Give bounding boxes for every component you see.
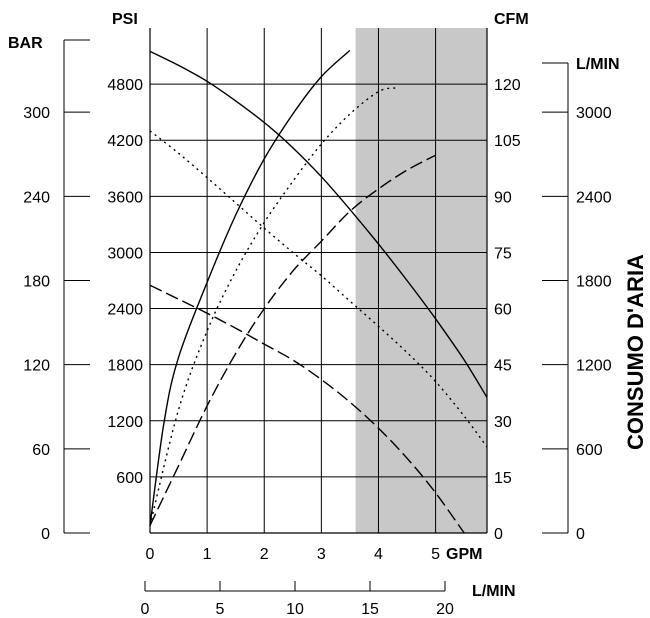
lmin-bottom-tick-label: 10: [286, 601, 304, 618]
lmin-bottom-tick-label: 0: [141, 601, 150, 618]
cfm-tick-label: 45: [494, 358, 512, 375]
psi-tick-label: 2400: [107, 302, 143, 319]
cfm-tick-label: 90: [494, 189, 512, 206]
cfm-tick-label: 75: [494, 245, 512, 262]
series-line-cfm-solid: [149, 49, 351, 526]
cfm-tick-label: 0: [494, 526, 503, 543]
cfm-tick-label: 105: [494, 133, 521, 150]
series-line-cfm-dashed: [149, 154, 436, 526]
lmin-bottom-tick-label: 15: [361, 601, 379, 618]
gpm-tick-label: 0: [146, 546, 155, 563]
psi-tick-label: 4200: [107, 133, 143, 150]
lmin-right-tick-label: 1200: [576, 358, 612, 375]
cfm-tick-label: 30: [494, 414, 512, 431]
shaded-region: [355, 28, 487, 533]
lmin-bottom-tick-label: 20: [436, 601, 454, 618]
series-line-psi-dotted: [149, 130, 488, 448]
psi-unit-label: PSI: [112, 11, 138, 28]
lmin-bottom-tick-label: 5: [216, 601, 225, 618]
cfm-unit-label: CFM: [494, 11, 529, 28]
axes: [63, 28, 569, 592]
psi-tick-label: 3000: [107, 245, 143, 262]
grid: [150, 28, 487, 533]
lmin-right-tick-label: 1800: [576, 274, 612, 291]
gpm-tick-label: 1: [203, 546, 212, 563]
gpm-tick-label: 2: [260, 546, 269, 563]
bar-tick-label: 240: [23, 189, 50, 206]
bar-tick-label: 60: [32, 442, 50, 459]
psi-tick-label: 600: [116, 470, 143, 487]
bar-tick-label: 120: [23, 358, 50, 375]
lmin-right-tick-label: 3000: [576, 105, 612, 122]
series-line-cfm-dotted: [149, 87, 396, 526]
lmin-right-tick-label: 600: [576, 442, 603, 459]
bar-tick-label: 300: [23, 105, 50, 122]
lmin-bottom-unit-label: L/MIN: [472, 583, 516, 600]
lmin-right-tick-label: 2400: [576, 189, 612, 206]
curves: [149, 49, 488, 534]
bar-unit-label: BAR: [8, 35, 43, 52]
psi-tick-label: 1800: [107, 358, 143, 375]
gpm-tick-label: 5: [431, 546, 440, 563]
lmin-right-tick-label: 0: [576, 526, 585, 543]
bar-tick-label: 180: [23, 274, 50, 291]
cfm-tick-label: 120: [494, 77, 521, 94]
psi-tick-label: 1200: [107, 414, 143, 431]
series-line-psi-solid: [149, 50, 488, 398]
cfm-tick-label: 15: [494, 470, 512, 487]
gpm-tick-label: 3: [317, 546, 326, 563]
series-line-psi-dashed: [149, 284, 465, 534]
bar-tick-label: 0: [41, 526, 50, 543]
side-label: CONSUMO D'ARIA: [623, 254, 648, 450]
lmin-right-unit-label: L/MIN: [576, 56, 620, 73]
psi-tick-label: 4800: [107, 77, 143, 94]
labels: 0601201802403006001200180024003000360042…: [8, 11, 648, 618]
gpm-unit-label: GPM: [446, 546, 482, 563]
gpm-tick-label: 4: [374, 546, 383, 563]
psi-tick-label: 3600: [107, 189, 143, 206]
cfm-tick-label: 60: [494, 302, 512, 319]
